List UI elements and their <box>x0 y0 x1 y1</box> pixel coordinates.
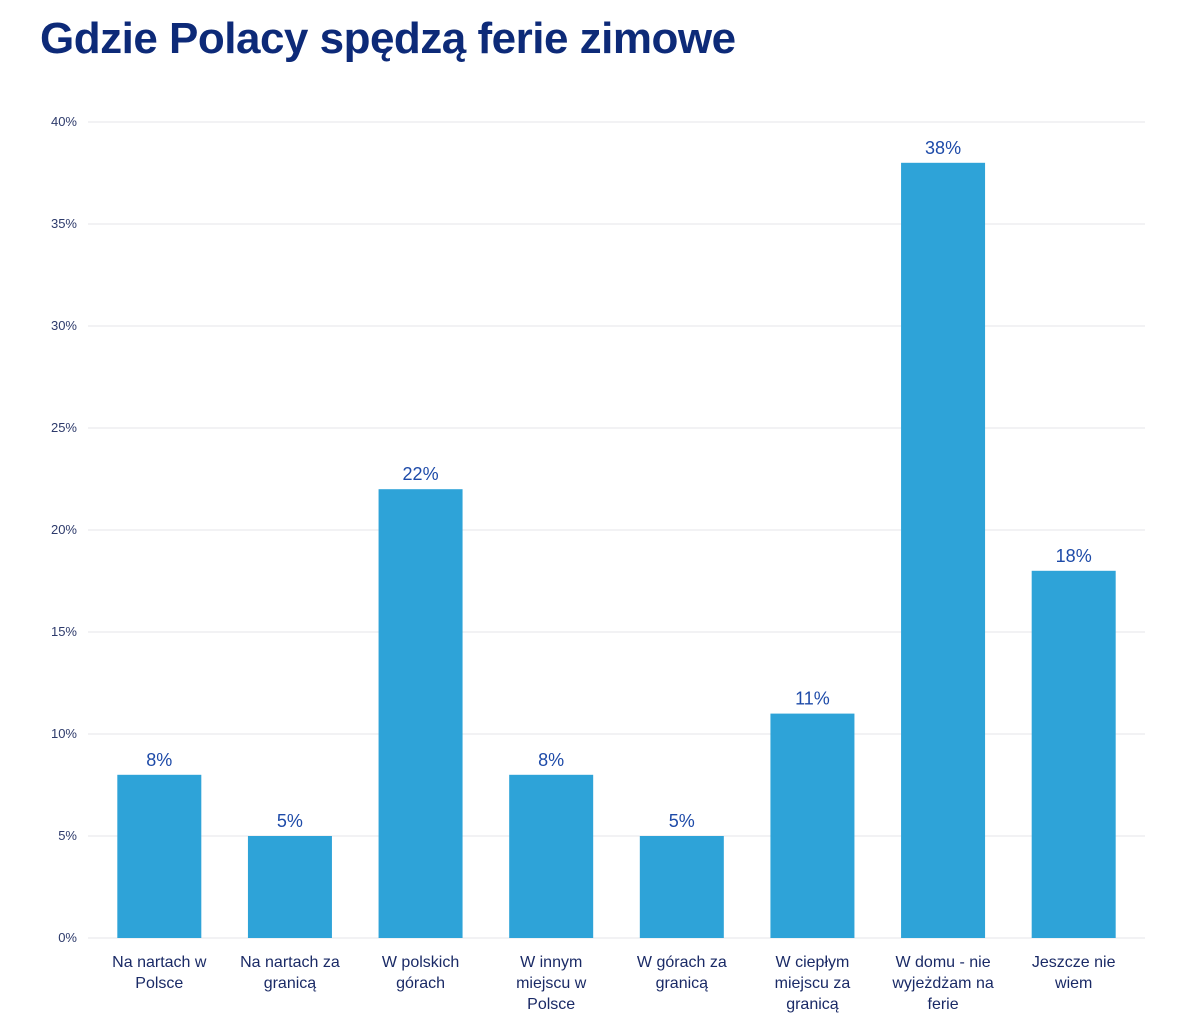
x-tick-label-line: Polsce <box>135 975 183 992</box>
y-tick-label: 20% <box>51 522 77 537</box>
x-tick-label: Na nartach w Polsce <box>112 954 207 992</box>
x-tick-label: Na nartach za granicą <box>240 954 340 992</box>
x-tick-label-line: wiem <box>1054 975 1092 992</box>
bar <box>901 162 986 939</box>
x-tick-label-line: Jeszcze nie <box>1032 954 1116 971</box>
data-label: 8% <box>146 750 172 770</box>
y-tick-label: 15% <box>51 624 77 639</box>
x-tick-label-line: górach <box>396 975 445 992</box>
x-tick-label-line: miejscu w <box>516 975 587 992</box>
y-tick-label: 0% <box>58 930 77 945</box>
x-tick-label-line: Na nartach w <box>112 954 207 971</box>
data-label: 8% <box>538 750 564 770</box>
x-tick-label-line: W polskich <box>382 954 459 971</box>
y-tick-label: 35% <box>51 216 77 231</box>
chart-title: Gdzie Polacy spędzą ferie zimowe <box>40 14 736 63</box>
data-label: 18% <box>1056 546 1092 566</box>
x-tick-label: W domu - nie wyjeżdżam na ferie <box>891 954 993 1013</box>
data-label: 22% <box>403 464 439 484</box>
x-tick-label-line: W innym <box>520 954 582 971</box>
x-tick-label-line: ferie <box>928 996 959 1013</box>
bar <box>117 774 202 938</box>
data-label: 5% <box>669 811 695 831</box>
x-tick-label: Jeszcze nie wiem <box>1032 954 1116 992</box>
y-tick-label: 40% <box>51 114 77 129</box>
data-label: 38% <box>925 138 961 158</box>
data-labels: 8% 5% 22% 8% 5% 11% 38% 18% <box>146 138 1091 831</box>
x-tick-label: W polskich górach <box>382 954 459 992</box>
x-tick-label-line: wyjeżdżam na <box>891 975 993 992</box>
data-label: 11% <box>795 689 830 709</box>
x-tick-label-line: Na nartach za <box>240 954 340 971</box>
bar <box>639 836 724 938</box>
x-tick-label-line: W górach za <box>637 954 727 971</box>
x-tick-label: W innym miejscu w Polsce <box>516 954 587 1013</box>
bar <box>1031 570 1116 938</box>
bars <box>117 162 1116 939</box>
x-tick-label-line: W domu - nie <box>895 954 990 971</box>
bar <box>770 713 855 938</box>
bar <box>509 774 594 938</box>
x-tick-label: W górach za granicą <box>637 954 727 992</box>
bar <box>378 489 463 938</box>
data-label: 5% <box>277 811 303 831</box>
bar <box>247 836 332 938</box>
y-tick-label: 30% <box>51 318 77 333</box>
y-tick-label: 5% <box>58 828 77 843</box>
y-tick-label: 25% <box>51 420 77 435</box>
x-tick-label-line: miejscu za <box>775 975 851 992</box>
y-axis: 0% 5% 10% 15% 20% 25% 30% 35% 40% <box>51 114 77 945</box>
x-tick-label: W ciepłym miejscu za granicą <box>775 954 851 1013</box>
gridlines <box>88 121 1145 939</box>
x-tick-label-line: granicą <box>264 975 317 992</box>
x-tick-label-line: granicą <box>786 996 839 1013</box>
y-tick-label: 10% <box>51 726 77 741</box>
x-tick-label-line: W ciepłym <box>776 954 850 971</box>
x-tick-label-line: Polsce <box>527 996 575 1013</box>
x-tick-label-line: granicą <box>656 975 709 992</box>
